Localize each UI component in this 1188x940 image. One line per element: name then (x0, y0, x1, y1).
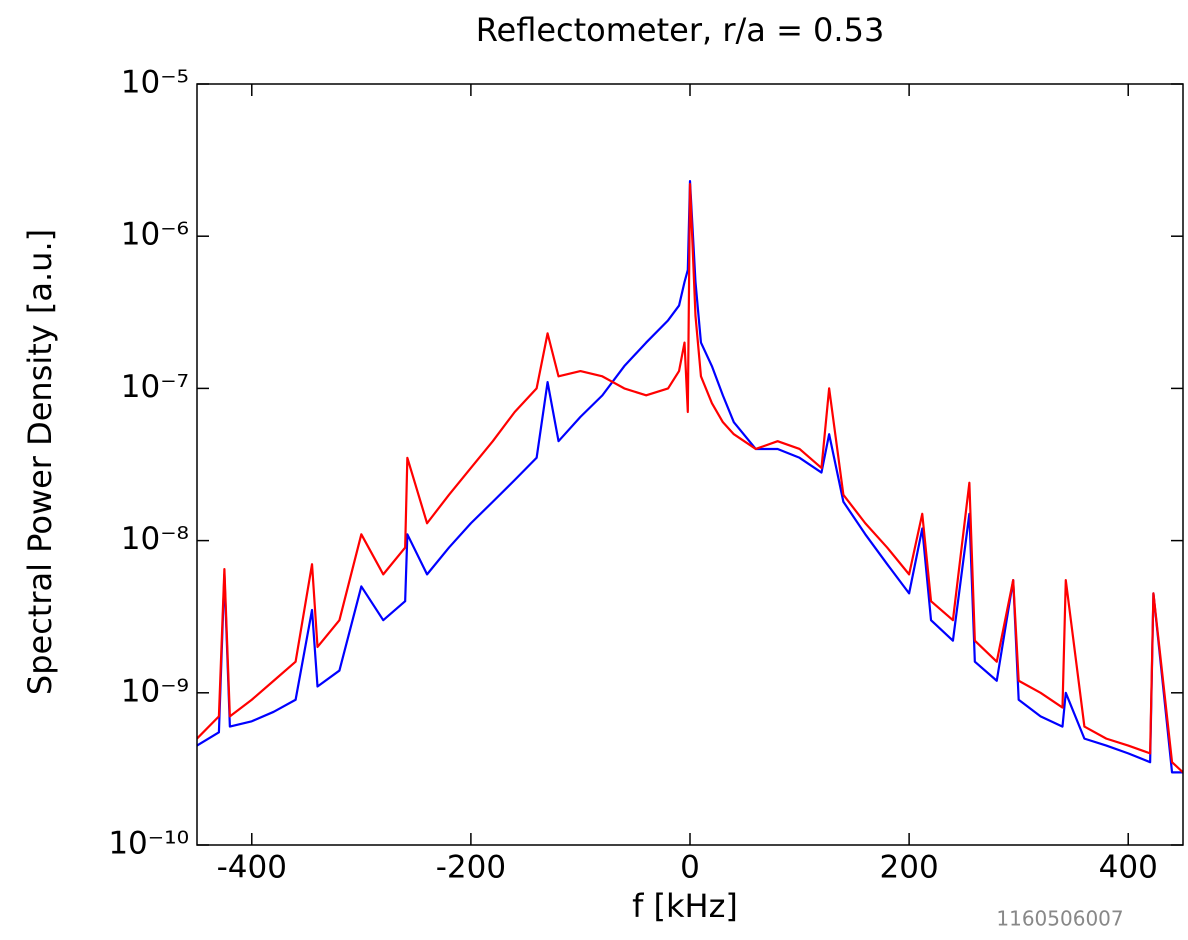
x-tick-label: 200 (880, 850, 939, 886)
y-tick-label: 10⁻⁸ (121, 521, 189, 557)
y-tick-label: 10⁻⁹ (121, 673, 189, 709)
y-tick-label: 10⁻¹⁰ (108, 826, 189, 862)
y-tick-label: 10⁻⁵ (121, 65, 189, 101)
x-tick-label: 400 (1099, 850, 1158, 886)
y-tick-label: 10⁻⁷ (121, 369, 189, 405)
x-tick-label: -200 (436, 850, 506, 886)
x-tick-label: 0 (680, 850, 700, 886)
chart-title: Reflectometer, r/a = 0.53 (476, 11, 885, 49)
x-axis-label: f [kHz] (632, 887, 738, 925)
data-line (197, 182, 1183, 774)
y-axis-label: Spectral Power Density [a.u.] (21, 229, 59, 695)
x-tick-label: -400 (217, 850, 287, 886)
plot-frame (196, 83, 1184, 846)
annotation: 1160506007 (996, 907, 1123, 931)
y-tick-label: 10⁻⁶ (121, 217, 189, 253)
